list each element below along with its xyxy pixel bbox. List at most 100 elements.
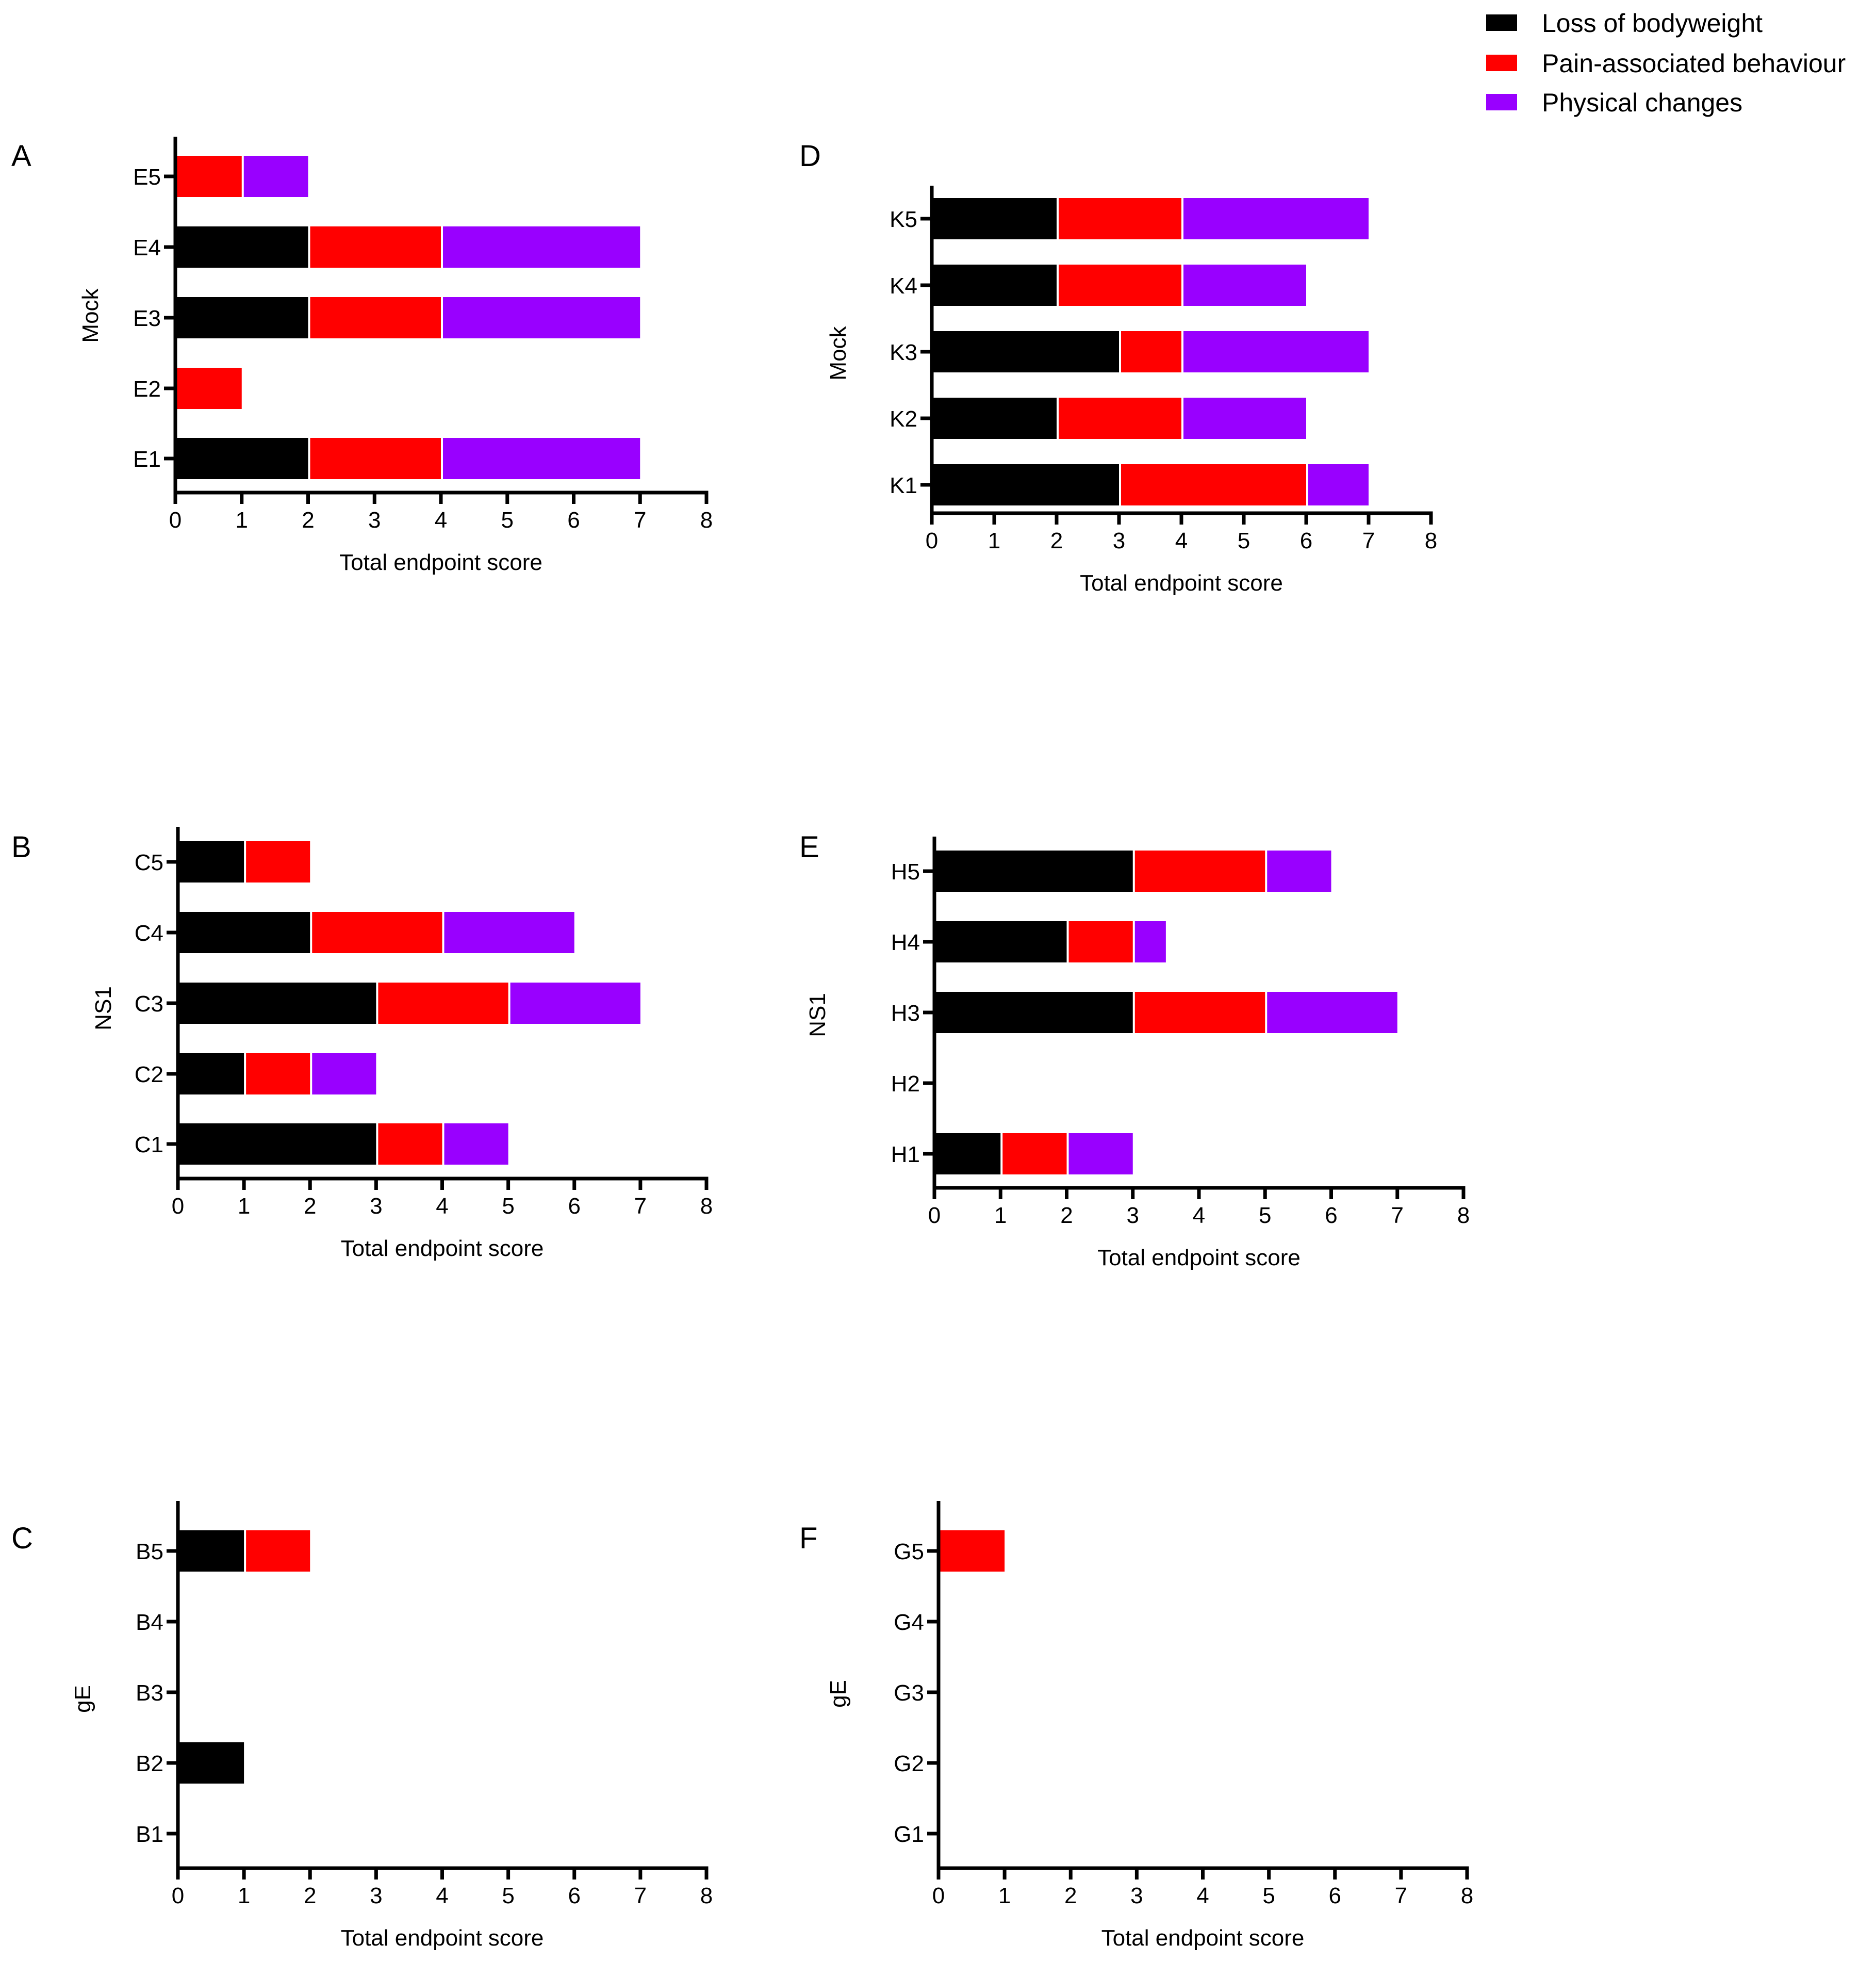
- x-axis-title: Total endpoint score: [341, 1236, 544, 1261]
- x-tick-label: 1: [236, 508, 248, 533]
- x-tick-label: 6: [568, 1883, 581, 1908]
- category-label: K5: [890, 207, 917, 232]
- x-tick-label: 1: [988, 528, 1000, 553]
- x-tick-label: 4: [436, 1194, 448, 1219]
- x-tick-label: 3: [368, 508, 381, 533]
- bar-c4-pain: [312, 912, 442, 953]
- group-label: NS1: [91, 986, 116, 1031]
- legend-label-pain: Pain-associated behaviour: [1542, 49, 1846, 78]
- x-tick-label: 8: [1457, 1203, 1470, 1228]
- x-tick-label: 6: [567, 508, 580, 533]
- bar-h1-bodyweight: [934, 1133, 1001, 1174]
- bar-h4-bodyweight: [934, 921, 1067, 962]
- x-axis-title: Total endpoint score: [341, 1925, 544, 1951]
- x-tick-label: 1: [994, 1203, 1007, 1228]
- category-label: K2: [890, 406, 917, 432]
- bar-e4-physical: [443, 226, 640, 268]
- category-label: B4: [136, 1610, 163, 1635]
- x-tick-label: 7: [634, 1194, 647, 1219]
- x-tick-label: 2: [304, 1194, 316, 1219]
- category-label: G3: [894, 1680, 924, 1706]
- x-tick-label: 5: [1238, 528, 1250, 553]
- x-tick-label: 4: [1196, 1883, 1209, 1908]
- x-tick-label: 0: [172, 1883, 184, 1908]
- x-tick-label: 0: [928, 1203, 941, 1228]
- bar-k5-physical: [1183, 198, 1369, 239]
- x-tick-label: 1: [238, 1883, 250, 1908]
- bar-k5-pain: [1059, 198, 1181, 239]
- x-tick-label: 1: [998, 1883, 1011, 1908]
- panel-letter: E: [799, 830, 819, 864]
- x-tick-label: 0: [926, 528, 938, 553]
- x-tick-label: 2: [1064, 1883, 1077, 1908]
- x-tick-label: 3: [370, 1883, 382, 1908]
- bar-e5-physical: [243, 156, 308, 197]
- x-tick-label: 8: [700, 1194, 713, 1219]
- bar-b5-pain: [246, 1530, 310, 1572]
- bar-k3-bodyweight: [932, 331, 1119, 372]
- x-tick-label: 8: [700, 508, 713, 533]
- x-tick-label: 6: [1329, 1883, 1341, 1908]
- x-tick-label: 8: [1461, 1883, 1473, 1908]
- bar-c5-pain: [246, 841, 310, 883]
- x-axis-title: Total endpoint score: [1080, 570, 1283, 596]
- bar-k4-pain: [1059, 265, 1181, 306]
- x-tick-label: 3: [1113, 528, 1125, 553]
- bar-c2-physical: [312, 1053, 376, 1094]
- bar-k2-bodyweight: [932, 398, 1057, 439]
- bar-h4-physical: [1134, 921, 1166, 962]
- x-tick-label: 7: [634, 508, 646, 533]
- x-tick-label: 3: [1127, 1203, 1139, 1228]
- category-label: B3: [136, 1680, 163, 1706]
- bar-k4-bodyweight: [932, 265, 1057, 306]
- panel-b: B NS1 C5 C4 C3 C2 C1 0 1 2 3 4 5 6 7 8 Total endpoint sc…: [11, 827, 713, 1261]
- legend: Loss of bodyweight Pain-associated behav…: [1486, 9, 1846, 117]
- x-tick-label: 8: [1425, 528, 1437, 553]
- bar-h3-bodyweight: [934, 992, 1133, 1033]
- x-axis-title: Total endpoint score: [1101, 1925, 1305, 1951]
- bar-e2-pain: [175, 368, 242, 409]
- x-tick-label: 5: [502, 1883, 514, 1908]
- x-tick-label: 0: [169, 508, 182, 533]
- legend-swatch-physical: [1486, 94, 1517, 110]
- panel-letter: B: [11, 830, 31, 864]
- x-tick-label: 3: [370, 1194, 382, 1219]
- x-tick-label: 2: [304, 1883, 316, 1908]
- bar-k5-bodyweight: [932, 198, 1057, 239]
- bar-c3-pain: [378, 983, 508, 1024]
- bar-h3-pain: [1134, 992, 1265, 1033]
- bar-c5-bodyweight: [178, 841, 244, 883]
- x-tick-label: 0: [932, 1883, 945, 1908]
- bar-c4-physical: [444, 912, 574, 953]
- category-label: G2: [894, 1751, 924, 1776]
- category-label: H4: [891, 930, 920, 955]
- category-label: K3: [890, 340, 917, 365]
- category-label: C2: [135, 1062, 163, 1087]
- bar-c2-bodyweight: [178, 1053, 244, 1094]
- x-tick-label: 5: [1259, 1203, 1271, 1228]
- legend-swatch-pain: [1486, 55, 1517, 71]
- x-tick-label: 2: [1060, 1203, 1073, 1228]
- bar-h1-physical: [1068, 1133, 1133, 1174]
- bar-e4-pain: [310, 226, 441, 268]
- bar-c1-physical: [444, 1123, 508, 1165]
- legend-item-physical: Physical changes: [1486, 88, 1742, 117]
- x-tick-label: 8: [700, 1883, 713, 1908]
- x-tick-label: 4: [1193, 1203, 1205, 1228]
- category-label: E3: [133, 306, 161, 331]
- x-tick-label: 1: [238, 1194, 250, 1219]
- category-label: E2: [133, 377, 161, 402]
- bar-h5-bodyweight: [934, 851, 1133, 892]
- x-tick-label: 5: [1262, 1883, 1275, 1908]
- panel-a: A Mock E5 E4 E3 E2 E1 0 1 2 3 4 5 6 7 8 Total endpoint s…: [11, 137, 713, 575]
- bar-b2-bodyweight: [178, 1742, 244, 1784]
- x-axis-title: Total endpoint score: [339, 550, 542, 575]
- panel-f: FgE G5 G4 G3 G2 G1 0 1 2 3 4 5 6 7 8 Total endpoint sco…: [799, 1501, 1473, 1951]
- category-label: H1: [891, 1142, 920, 1167]
- bar-b5-bodyweight: [178, 1530, 244, 1572]
- category-label: G5: [894, 1539, 924, 1564]
- bar-k4-physical: [1183, 265, 1306, 306]
- category-label: C1: [135, 1132, 163, 1157]
